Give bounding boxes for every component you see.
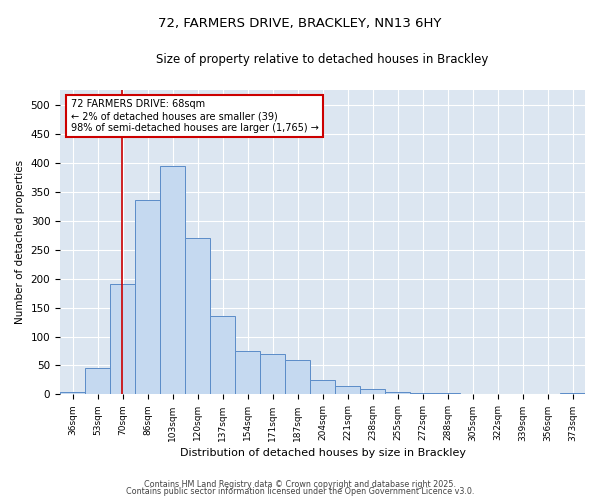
- Bar: [135, 200, 160, 394]
- Bar: [310, 380, 335, 394]
- Bar: [360, 388, 385, 394]
- Bar: [110, 284, 135, 395]
- Bar: [285, 360, 310, 394]
- Title: Size of property relative to detached houses in Brackley: Size of property relative to detached ho…: [157, 52, 489, 66]
- Bar: [185, 238, 210, 394]
- Bar: [335, 386, 360, 394]
- Text: 72 FARMERS DRIVE: 68sqm
← 2% of detached houses are smaller (39)
98% of semi-det: 72 FARMERS DRIVE: 68sqm ← 2% of detached…: [71, 100, 319, 132]
- Bar: [85, 368, 110, 394]
- Bar: [160, 166, 185, 394]
- Bar: [260, 354, 285, 395]
- Bar: [60, 392, 85, 394]
- Y-axis label: Number of detached properties: Number of detached properties: [15, 160, 25, 324]
- Bar: [385, 392, 410, 394]
- Text: Contains public sector information licensed under the Open Government Licence v3: Contains public sector information licen…: [126, 487, 474, 496]
- Text: Contains HM Land Registry data © Crown copyright and database right 2025.: Contains HM Land Registry data © Crown c…: [144, 480, 456, 489]
- Bar: [235, 351, 260, 395]
- X-axis label: Distribution of detached houses by size in Brackley: Distribution of detached houses by size …: [179, 448, 466, 458]
- Text: 72, FARMERS DRIVE, BRACKLEY, NN13 6HY: 72, FARMERS DRIVE, BRACKLEY, NN13 6HY: [158, 18, 442, 30]
- Bar: [210, 316, 235, 394]
